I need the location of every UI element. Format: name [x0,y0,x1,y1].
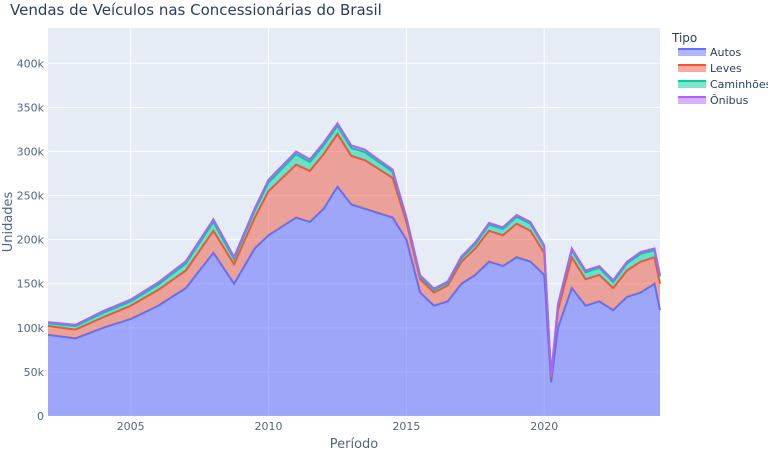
y-axis-ticks: 0 50k 100k 150k 200k 250k 300k 350k 400k [17,57,45,423]
series-areas [48,123,660,416]
x-axis-ticks: 2005 2010 2015 2020 [117,420,559,433]
line-autos [47,184,661,383]
legend[interactable]: Tipo Autos Leves Caminhões Ônibus [671,31,768,107]
y-tick-label: 350k [17,101,45,114]
legend-swatch-fill [678,65,706,72]
legend-label: Ônibus [710,94,749,107]
area-autos[interactable] [48,186,660,416]
legend-title: Tipo [671,31,697,45]
legend-item-autos[interactable]: Autos [678,46,742,59]
y-tick-label: 100k [17,322,45,335]
legend-swatch-fill [678,49,706,56]
series-lines [47,121,661,383]
y-tick-label: 300k [17,145,45,158]
y-tick-label: 150k [17,278,45,291]
chart-title: Vendas de Veículos nas Concessionárias d… [10,1,382,19]
legend-label: Leves [710,62,742,75]
y-tick-label: 50k [24,366,45,379]
legend-label: Autos [710,46,742,59]
x-tick-label: 2015 [392,420,420,433]
area-leves[interactable] [48,133,660,383]
y-tick-label: 400k [17,57,45,70]
y-axis-label: Unidades [1,191,16,252]
x-tick-label: 2010 [255,420,283,433]
y-tick-label: 0 [37,410,44,423]
legend-item-leves[interactable]: Leves [678,62,742,75]
y-tick-label: 200k [17,234,45,247]
legend-label: Caminhões [710,78,768,91]
x-tick-label: 2020 [530,420,558,433]
line-onibus [47,121,661,376]
legend-item-onibus[interactable]: Ônibus [678,94,749,107]
x-tick-label: 2005 [117,420,145,433]
legend-swatch-fill [678,97,706,104]
legend-item-caminhoes[interactable]: Caminhões [678,78,768,91]
y-tick-label: 250k [17,190,45,203]
x-axis-label: Período [330,437,379,451]
legend-swatch-fill [678,81,706,88]
